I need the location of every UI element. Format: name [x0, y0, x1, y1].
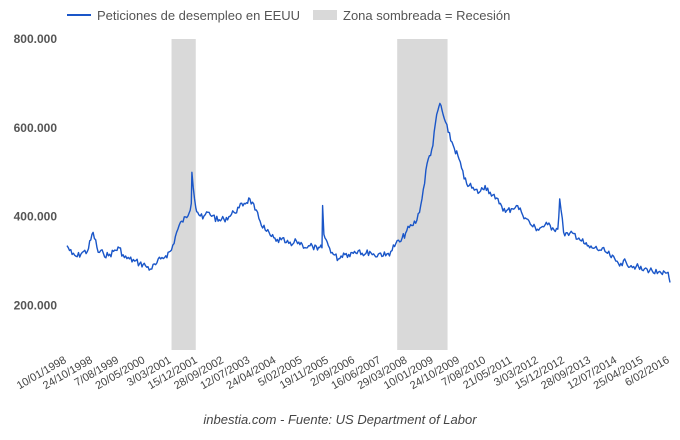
- legend-recession: Zona sombreada = Recesión: [313, 7, 510, 23]
- y-tick-label: 200.000: [14, 299, 58, 313]
- y-tick-label: 600.000: [14, 121, 58, 135]
- legend-recession-swatch: [313, 10, 337, 20]
- y-tick-label: 400.000: [14, 210, 58, 224]
- legend-series: Peticiones de desempleo en EEUU: [67, 7, 300, 23]
- legend-series-label: Peticiones de desempleo en EEUU: [97, 7, 301, 23]
- series-line-1: [66, 102, 671, 283]
- footer-source: inbestia.com - Fuente: US Department of …: [203, 412, 477, 427]
- legend-line-swatch: [67, 14, 91, 16]
- chart: 200.000400.000600.000800.00010/01/199824…: [14, 32, 672, 392]
- y-tick-label: 800.000: [14, 32, 58, 46]
- legend-recession-label: Zona sombreada = Recesión: [343, 7, 511, 23]
